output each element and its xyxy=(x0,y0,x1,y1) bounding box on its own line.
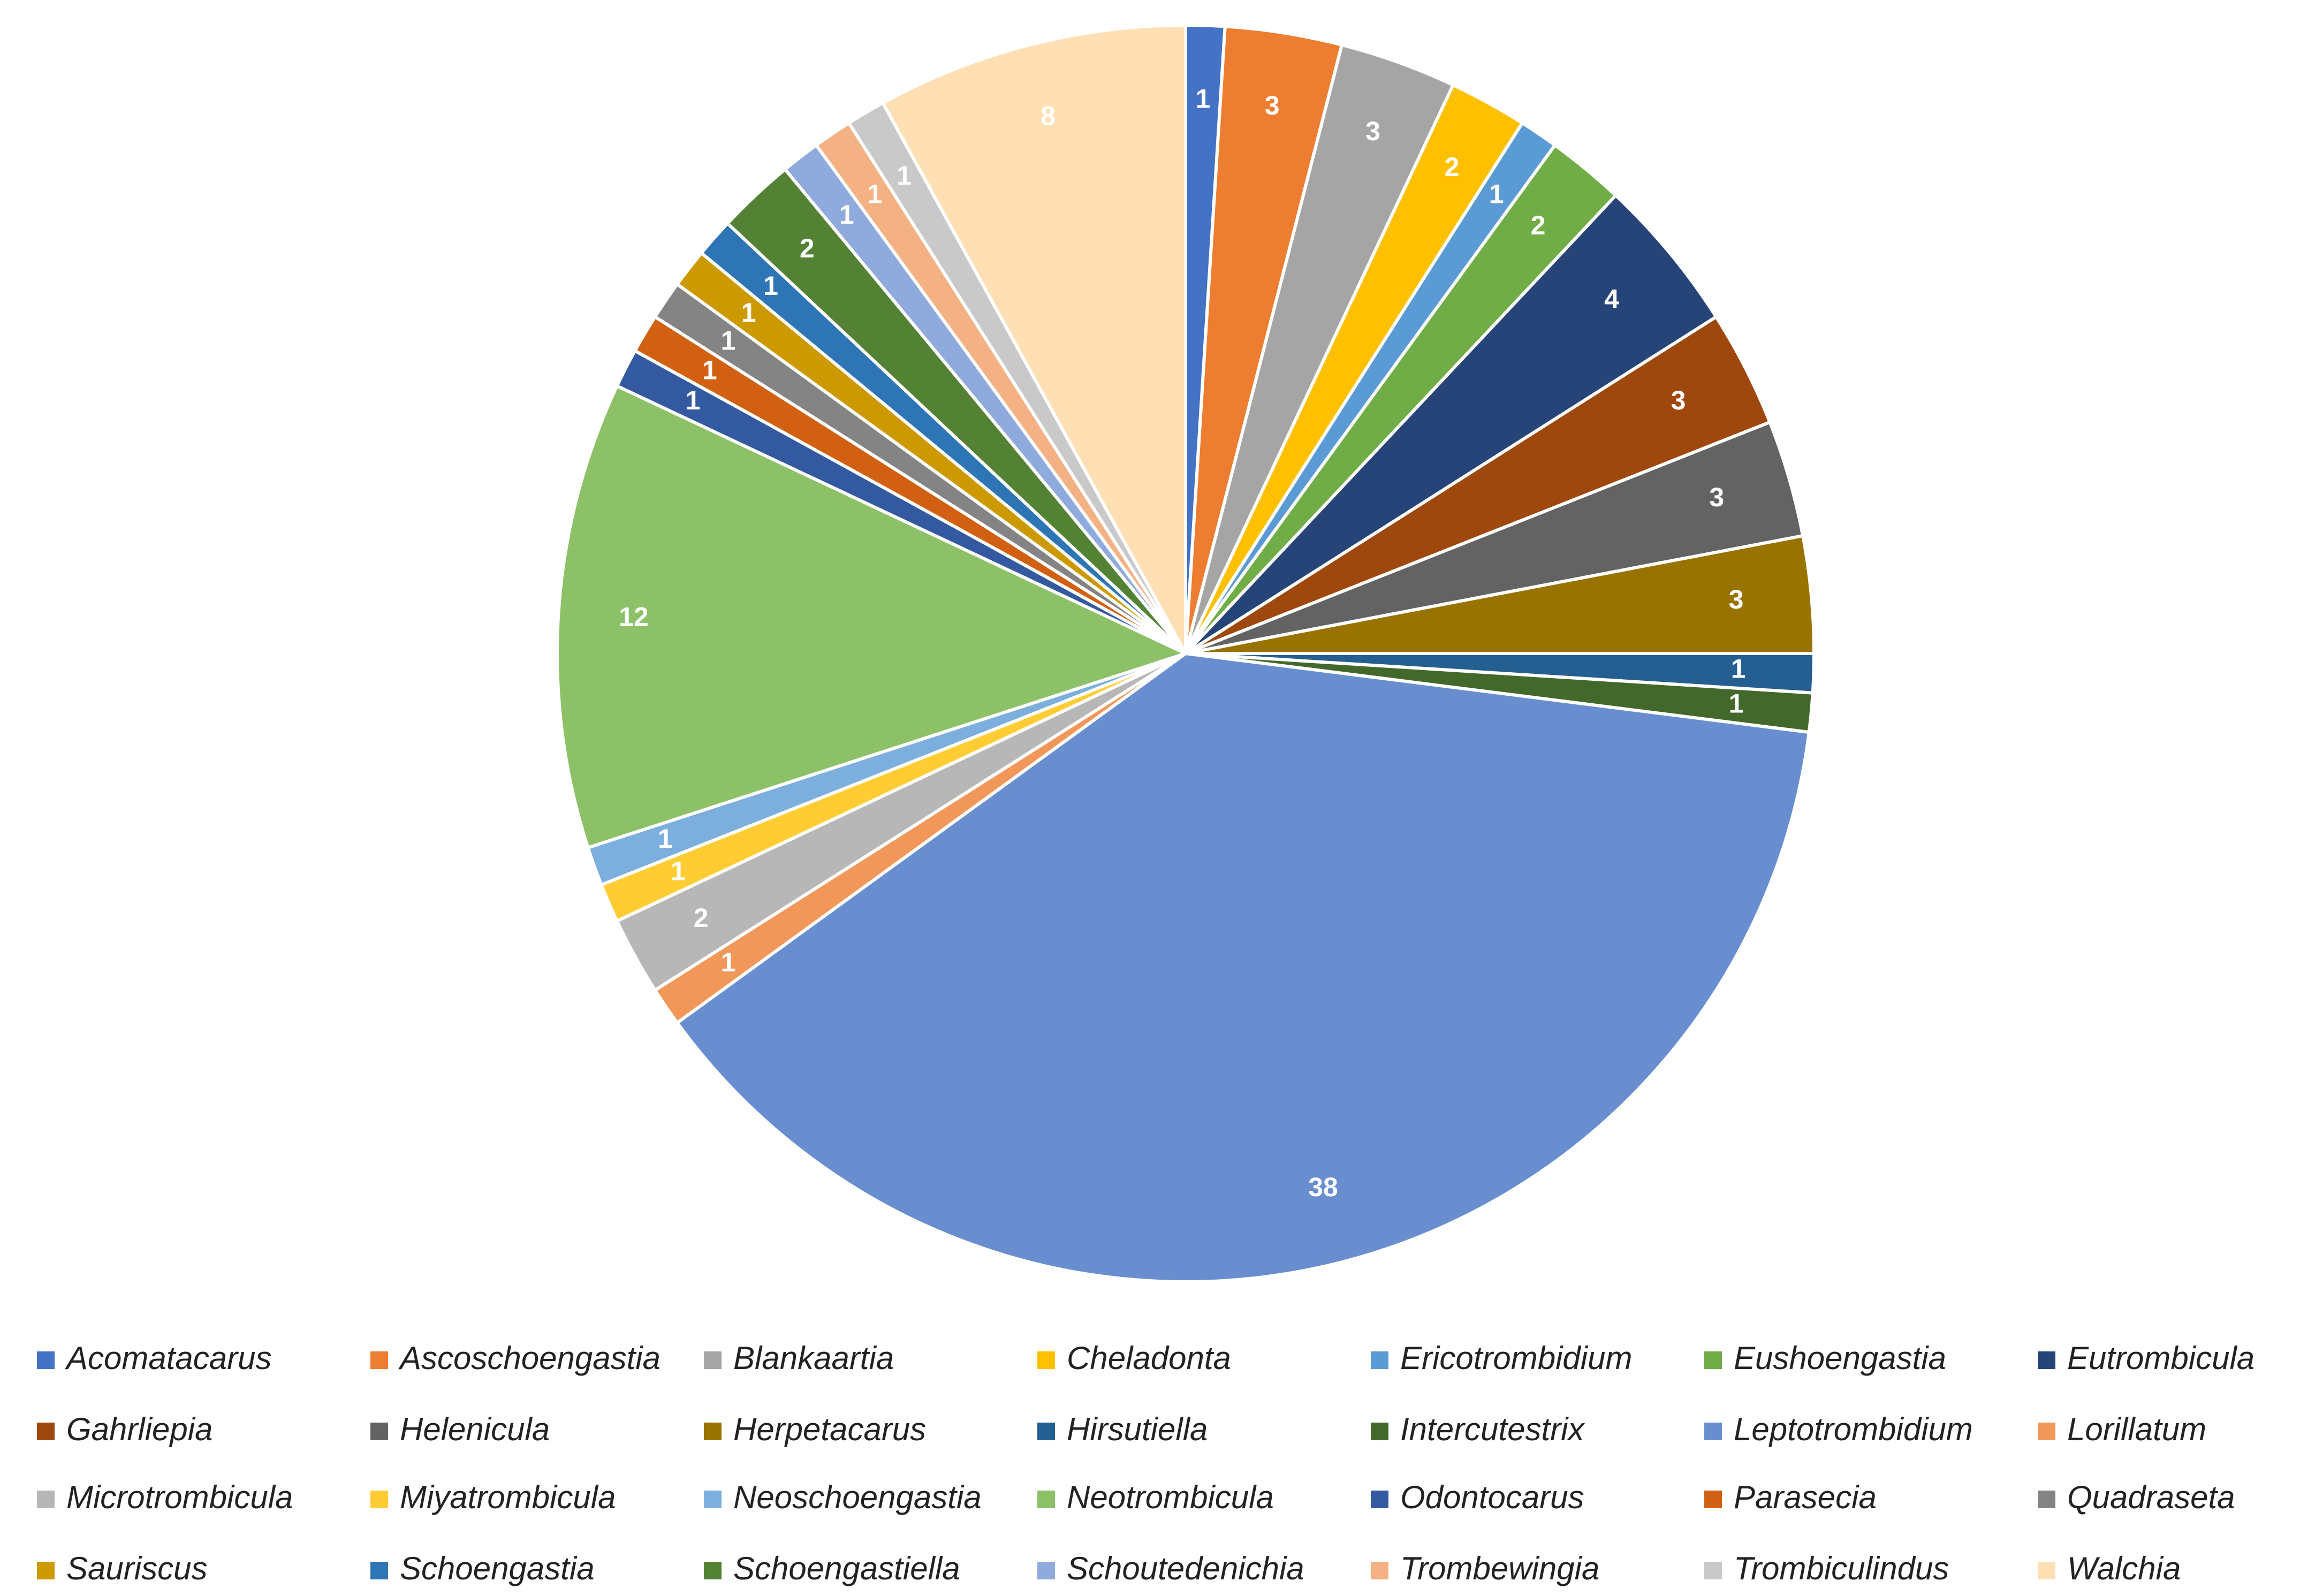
value-label: 1 xyxy=(1731,654,1746,684)
legend-swatch xyxy=(1371,1351,1388,1369)
legend-label: Gahrliepia xyxy=(66,1411,213,1447)
legend-label: Acomatacarus xyxy=(65,1340,272,1376)
value-label: 8 xyxy=(1041,101,1056,131)
value-label: 1 xyxy=(721,326,736,356)
pie-slice xyxy=(675,651,1811,1283)
value-label: 12 xyxy=(619,602,649,632)
value-label: 1 xyxy=(721,947,736,977)
legend-swatch xyxy=(704,1351,722,1369)
legend-label: Blankaartia xyxy=(733,1340,894,1376)
value-label: 1 xyxy=(1489,179,1504,209)
legend-label: Neotrombicula xyxy=(1067,1479,1274,1515)
legend-swatch xyxy=(1704,1423,1722,1440)
legend-swatch xyxy=(37,1491,55,1508)
legend-swatch xyxy=(1037,1491,1055,1508)
value-label: 1 xyxy=(686,385,701,415)
legend-swatch xyxy=(37,1562,55,1579)
value-label: 1 xyxy=(867,179,882,209)
value-label: 2 xyxy=(694,903,709,933)
legend-label: Odontocarus xyxy=(1400,1479,1584,1515)
legend-label: Eutrombicula xyxy=(2067,1340,2255,1376)
legend-label: Trombewingia xyxy=(1400,1551,1599,1586)
pie-slice xyxy=(880,23,1187,655)
value-label: 4 xyxy=(1604,284,1619,314)
value-label: 1 xyxy=(671,856,686,886)
legend-label: Parasecia xyxy=(1734,1479,1877,1515)
legend-label: Quadraseta xyxy=(2067,1479,2235,1515)
value-label: 1 xyxy=(658,824,673,854)
legend-label: Eushoengastia xyxy=(1734,1340,1946,1376)
legend-label: Trombiculindus xyxy=(1734,1551,1949,1586)
legend-label: Microtrombicula xyxy=(66,1479,293,1515)
legend-swatch xyxy=(37,1351,55,1369)
legend-swatch xyxy=(1037,1562,1055,1579)
legend-swatch xyxy=(370,1423,388,1440)
value-label: 1 xyxy=(1196,84,1211,114)
legend-swatch xyxy=(1371,1491,1388,1508)
legend-label: Schoengastia xyxy=(400,1551,595,1586)
legend-label: Lorillatum xyxy=(2067,1411,2206,1447)
value-label: 1 xyxy=(763,271,778,301)
value-label: 38 xyxy=(1308,1172,1338,1202)
legend-label: Miyatrombicula xyxy=(400,1479,616,1515)
legend-swatch xyxy=(1037,1351,1055,1369)
legend-swatch xyxy=(1037,1423,1055,1440)
legend-swatch xyxy=(1371,1562,1388,1579)
value-label: 1 xyxy=(839,200,854,230)
legend-swatch xyxy=(1704,1491,1722,1508)
legend-swatch xyxy=(1371,1423,1388,1440)
legend-swatch xyxy=(1704,1351,1722,1369)
legend-swatch xyxy=(37,1423,55,1440)
value-label: 3 xyxy=(1729,584,1744,614)
legend-label: Sauriscus xyxy=(66,1551,207,1586)
value-label: 2 xyxy=(800,233,815,263)
legend-swatch xyxy=(1704,1562,1722,1579)
legend-swatch xyxy=(370,1351,388,1369)
value-label: 3 xyxy=(1709,482,1724,512)
legend-swatch xyxy=(370,1562,388,1579)
legend-label: Intercutestrix xyxy=(1400,1411,1585,1447)
legend-label: Ascoschoengastia xyxy=(398,1340,661,1376)
value-label: 1 xyxy=(741,298,756,328)
legend-swatch xyxy=(2038,1423,2055,1440)
value-label: 2 xyxy=(1445,152,1460,182)
value-label: 3 xyxy=(1265,90,1280,120)
legend-label: Cheladonta xyxy=(1067,1340,1231,1376)
legend-swatch xyxy=(2038,1491,2055,1508)
legend-label: Schoengastiella xyxy=(733,1551,960,1586)
legend-swatch xyxy=(704,1491,722,1508)
value-label: 3 xyxy=(1365,116,1380,146)
legend-label: Helenicula xyxy=(400,1411,550,1447)
pie-slice xyxy=(1184,193,1719,655)
legend-label: Schoutedenichia xyxy=(1067,1551,1304,1586)
legend-label: Herpetacarus xyxy=(733,1411,926,1447)
legend-swatch xyxy=(704,1423,722,1440)
value-label: 1 xyxy=(702,355,717,385)
legend-label: Leptotrombidium xyxy=(1734,1411,1973,1447)
legend-swatch xyxy=(2038,1562,2055,1579)
value-label: 3 xyxy=(1671,385,1686,415)
legend-label: Neoschoengastia xyxy=(733,1479,982,1515)
legend-swatch xyxy=(2038,1351,2055,1369)
pie-slice xyxy=(556,384,1190,850)
legend-label: Ericotrombidium xyxy=(1400,1340,1632,1376)
legend-label: Hirsutiella xyxy=(1067,1411,1208,1447)
legend-swatch xyxy=(704,1562,722,1579)
value-label: 1 xyxy=(1729,688,1744,718)
legend-label: Walchia xyxy=(2067,1551,2181,1586)
value-label: 1 xyxy=(897,161,912,191)
value-label: 2 xyxy=(1531,210,1546,240)
legend-swatch xyxy=(370,1491,388,1508)
